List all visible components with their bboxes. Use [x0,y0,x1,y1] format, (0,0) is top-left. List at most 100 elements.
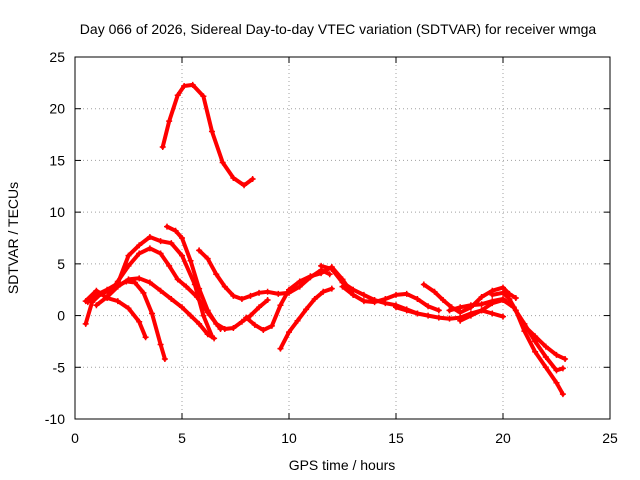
data-point [157,238,164,245]
data-point [213,271,220,278]
data-point [500,289,506,296]
data-point [213,320,220,327]
data-point [219,159,226,166]
series-track-7 [164,223,271,333]
data-point [104,286,111,293]
data-point [318,270,325,277]
series-track-9 [243,263,357,334]
series-track-16 [457,297,566,374]
series-track-1 [159,81,256,189]
data-point [230,292,237,299]
data-point [193,293,200,300]
data-point [256,304,263,311]
data-point [506,290,513,297]
data-point [166,262,173,269]
data-point [277,302,284,309]
y-tick-labels: -10 -5 0 5 10 15 20 25 [45,49,65,427]
data-point [326,271,333,278]
data-point [446,315,453,322]
series-line [160,82,255,188]
data-point [82,298,89,305]
series-line [447,297,568,361]
data-point [467,312,474,319]
data-point [174,92,181,99]
x-tick-label: 0 [71,430,79,446]
data-point [221,283,228,290]
data-point [172,227,179,234]
data-point [196,247,203,254]
data-point [146,233,153,240]
data-point [230,175,237,182]
data-point [275,290,282,297]
y-tick-label: 20 [49,101,65,117]
data-point [179,252,185,259]
data-point [146,279,153,286]
data-point [294,317,301,324]
data-point [125,305,132,312]
data-point [296,283,303,290]
data-point [211,335,218,342]
data-point [174,276,181,283]
data-point [183,283,190,290]
data-point [435,314,442,321]
data-point [125,276,132,283]
data-point [82,320,89,327]
data-point [204,307,211,314]
data-point [553,379,560,386]
data-point [136,250,143,257]
data-point [512,294,519,301]
series-track-15 [446,296,569,363]
y-tick-label: 15 [49,152,65,168]
x-tick-label: 15 [388,430,404,446]
data-point [146,245,153,252]
data-point [164,223,171,230]
data-point [303,306,310,313]
data-point [157,250,164,257]
data-point [553,351,560,358]
data-series [82,81,569,398]
data-point [478,307,485,314]
series-line [85,235,214,339]
data-point [512,307,519,314]
data-point [181,82,188,89]
data-point [189,81,196,88]
data-point [196,285,203,292]
data-point [161,356,168,363]
data-point [247,292,254,299]
data-point [425,312,432,319]
data-point [506,296,513,303]
data-point [136,318,143,325]
data-point [142,334,149,341]
data-point [200,312,207,319]
data-point [159,143,166,150]
data-point [420,281,427,288]
data-point [264,288,271,295]
data-point [414,310,421,317]
data-point [371,299,378,306]
data-point [230,324,237,331]
x-axis-label: GPS time / hours [289,457,396,473]
data-point [532,338,539,345]
data-point [208,128,215,135]
data-point [247,312,254,319]
data-point [286,329,292,336]
data-point [264,297,271,304]
data-point [489,310,496,317]
data-point [553,367,560,374]
data-point [114,283,121,290]
series-track-6 [82,287,149,341]
series-track-4 [93,245,224,333]
data-point [457,317,464,324]
data-point [200,93,207,100]
series-line [105,276,217,341]
data-point [393,291,399,298]
data-point [489,291,496,298]
data-point [179,304,185,311]
data-point [136,242,143,249]
data-point [328,266,335,273]
x-tick-label: 5 [178,430,186,446]
data-point [500,313,506,320]
data-point [204,255,211,262]
data-point [521,328,528,335]
chart-title: Day 066 of 2026, Sidereal Day-to-day VTE… [80,21,597,37]
